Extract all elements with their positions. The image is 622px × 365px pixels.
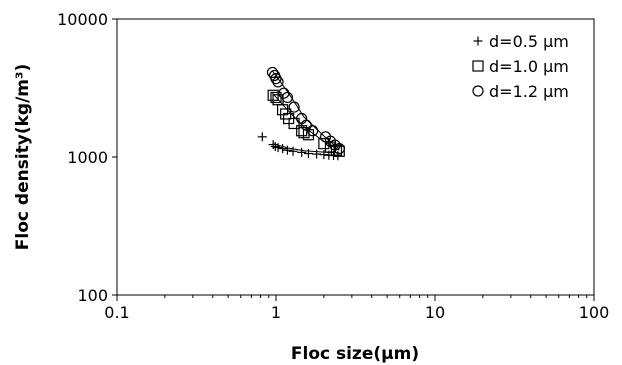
circle-data-point [281,91,294,104]
tick-marks [112,18,595,301]
legend-label: d=1.2 μm [489,82,569,101]
circle-data-point [272,76,284,88]
plus-data-point [282,145,292,155]
circle-data-point [266,66,279,79]
x-tick-labels: 0.1 1 10 100 [104,303,609,322]
plus-data-point [278,144,288,154]
legend-marker-plus [473,36,483,46]
circle-data-point [333,143,345,155]
data-points [257,66,345,161]
circle-data-point [307,125,319,137]
plus-data-point [303,149,313,159]
legend: d=0.5 μm d=1.0 μm d=1.2 μm [472,32,569,101]
x-axis-title: Floc size(μm) [291,344,419,364]
square-data-point [276,104,289,116]
x-tick-label: 1 [271,303,281,322]
y-axis-title: Floc density(kg/m³) [13,64,33,250]
y-tick-label: 100 [77,286,108,305]
circle-data-point [300,119,312,131]
square-data-point [318,138,330,150]
legend-label: d=0.5 μm [489,32,569,51]
series-1 [257,132,343,161]
plus-data-point [297,147,307,157]
plus-data-point [268,140,278,150]
legend-label: d=1.0 μm [489,57,569,76]
x-tick-label: 10 [425,303,445,322]
y-tick-label: 1000 [67,148,108,167]
circle-data-point [288,101,300,113]
legend-marker-circle [472,85,484,97]
y-tick-label: 10000 [57,10,108,29]
series-3 [266,66,345,155]
plus-data-point [257,132,267,142]
plot-area [116,18,595,296]
y-tick-labels: 100 1000 10000 [57,10,108,305]
x-tick-label: 0.1 [104,303,129,322]
plus-data-point [273,143,283,153]
x-tick-label: 100 [579,303,610,322]
plus-data-point [288,146,298,156]
legend-marker-square [472,60,484,72]
